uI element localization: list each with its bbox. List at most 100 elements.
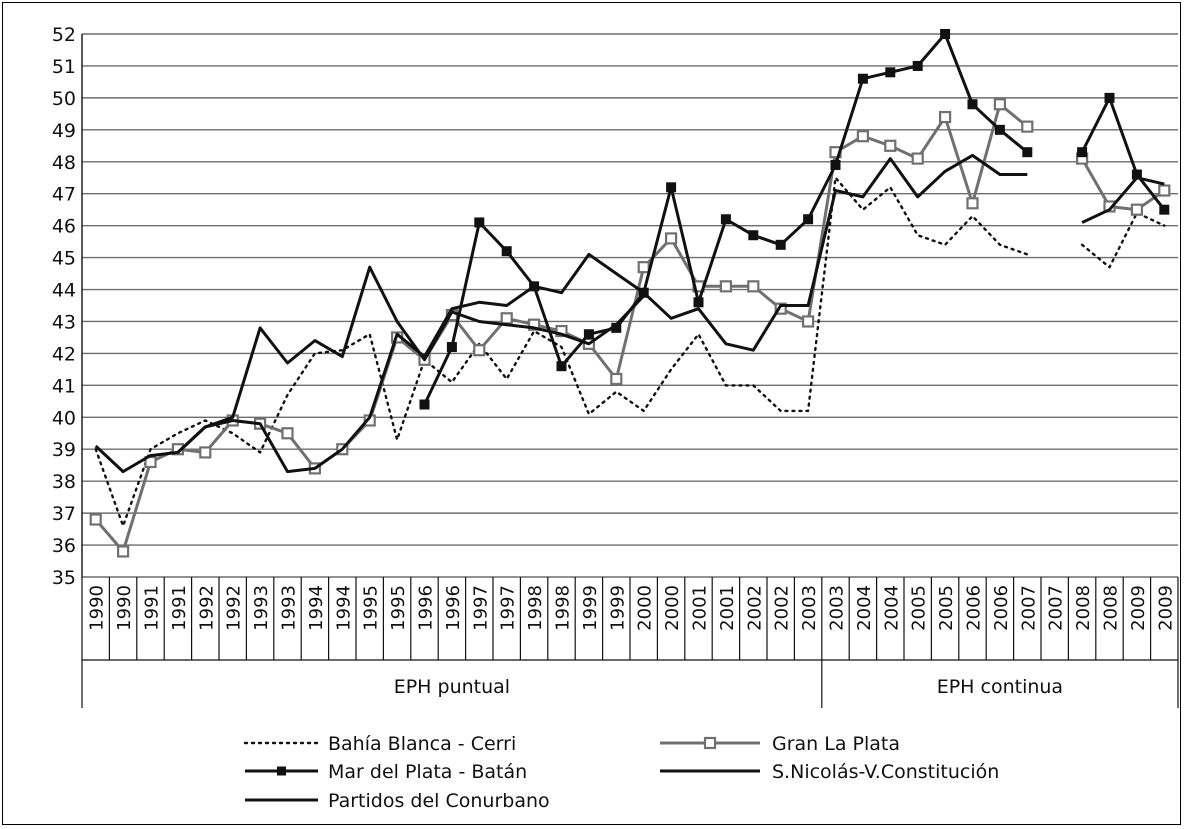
data-point-mar-del-plata-batan (446, 342, 457, 353)
legend-item-san-nicolas: S.Nicolás-V.Constitución (660, 761, 999, 783)
series-line-partidos-del-conurbano (176, 265, 645, 454)
data-point-gran-la-plata (610, 372, 623, 386)
x-tick-label: 1993 (279, 585, 300, 631)
grid-lines (82, 33, 1178, 578)
series-s-nicolas-v-constitucion (94, 153, 1165, 474)
y-axis: 35 36 37 38 39 40 41 42 43 44 45 46 47 48 49 50 51 52 (52, 24, 83, 589)
series-mar-del-plata-batan (419, 29, 1170, 410)
x-tick-label: 2002 (744, 585, 765, 631)
y-tick-label: 36 (52, 535, 76, 557)
x-tick-label: 2004 (881, 585, 902, 631)
data-point-gran-la-plata (281, 427, 294, 440)
data-point-mar-del-plata-batan (940, 29, 951, 39)
series-gran-la-plata (89, 98, 1171, 558)
y-tick-label: 40 (52, 407, 76, 429)
data-point-mar-del-plata-batan (912, 60, 923, 71)
data-point-gran-la-plata (911, 152, 924, 165)
x-tick-label: 1997 (498, 585, 519, 631)
legend-label-san-nicolas: S.Nicolás-V.Constitución (772, 761, 999, 783)
x-tick-label: 1999 (580, 585, 601, 631)
data-point-gran-la-plata (500, 312, 513, 325)
series-layer (89, 29, 1171, 558)
legend-label-conurbano: Partidos del Conurbano (328, 790, 550, 812)
data-point-mar-del-plata-batan (1159, 204, 1170, 215)
data-point-mar-del-plata-batan (885, 67, 896, 78)
series-line-bahia-blanca-cerri (94, 176, 1029, 528)
x-tick-label: 2003 (799, 585, 820, 631)
data-point-mar-del-plata-batan (501, 246, 512, 257)
data-point-mar-del-plata-batan (748, 230, 759, 241)
y-tick-label: 37 (52, 503, 76, 525)
data-point-mar-del-plata-batan (803, 214, 814, 225)
data-point-mar-del-plata-batan (556, 361, 567, 372)
y-tick-label: 35 (52, 567, 76, 589)
y-tick-label: 39 (52, 439, 76, 461)
data-point-mar-del-plata-batan (583, 329, 594, 340)
data-point-gran-la-plata (89, 513, 102, 526)
data-point-mar-del-plata-batan (830, 159, 841, 170)
data-point-mar-del-plata-batan (857, 73, 868, 84)
legend: Bahía Blanca - Cerri Gran La Plata Mar d… (243, 733, 999, 812)
x-tick-label: 2004 (854, 585, 875, 631)
data-point-gran-la-plata (199, 446, 212, 459)
x-tick-label: 1991 (169, 585, 190, 631)
data-point-mar-del-plata-batan (693, 297, 704, 308)
data-point-gran-la-plata (884, 139, 897, 152)
y-tick-label: 49 (52, 120, 76, 142)
data-point-gran-la-plata (966, 197, 979, 210)
series-line-bahia-blanca-cerri (1080, 211, 1166, 269)
y-tick-label: 47 (52, 184, 76, 206)
x-axis-groups: EPH puntual EPH continua (394, 676, 1063, 698)
x-tick-label: 2001 (717, 585, 738, 631)
x-tick-label: 1998 (553, 585, 574, 631)
y-tick-label: 41 (52, 375, 76, 397)
data-point-gran-la-plata (116, 545, 130, 558)
x-tick-label: 1993 (251, 585, 272, 631)
data-point-gran-la-plata (1021, 120, 1034, 133)
x-tick-label: 1992 (196, 585, 217, 631)
x-tick-label: 1996 (416, 585, 437, 631)
data-point-gran-la-plata (993, 98, 1007, 111)
x-tick-label: 2003 (827, 585, 848, 631)
x-tick-label: 1997 (470, 585, 491, 631)
series-bahia-blanca-cerri (94, 176, 1166, 528)
y-tick-label: 50 (52, 88, 76, 110)
x-tick-label: 1990 (87, 585, 108, 631)
data-point-gran-la-plata (1130, 203, 1144, 216)
series-partidos-del-conurbano (176, 265, 645, 454)
y-tick-label: 52 (52, 24, 76, 46)
x-tick-label: 2009 (1155, 585, 1176, 631)
data-point-mar-del-plata-batan (994, 124, 1005, 135)
y-tick-label: 48 (52, 152, 76, 174)
y-tick-label: 42 (52, 343, 76, 365)
data-point-gran-la-plata (856, 130, 870, 143)
data-point-mar-del-plata-batan (474, 217, 485, 228)
legend-label-gran-la-plata: Gran La Plata (772, 733, 900, 755)
legend-item-bahia-blanca: Bahía Blanca - Cerri (243, 733, 516, 755)
x-tick-label: 1992 (224, 585, 245, 631)
y-tick-label: 44 (52, 280, 76, 302)
x-tick-label: 2006 (964, 585, 985, 631)
series-line-s-nicolas-v-constitucion (94, 153, 1028, 474)
x-tick-label: 2007 (1018, 585, 1039, 631)
x-tick-label: 1995 (361, 585, 382, 631)
y-tick-label: 43 (52, 311, 76, 333)
x-tick-label: 2008 (1073, 585, 1094, 631)
x-tick-label: 2000 (662, 585, 683, 631)
data-point-gran-la-plata (664, 232, 678, 245)
data-point-gran-la-plata (637, 261, 650, 274)
y-tick-label: 51 (52, 56, 76, 78)
legend-item-gran-la-plata: Gran La Plata (660, 733, 900, 755)
legend-marker-gran-la-plata (703, 736, 717, 750)
x-tick-label: 2002 (772, 585, 793, 631)
legend-item-mar-del-plata: Mar del Plata - Batán (245, 761, 527, 783)
y-tick-label: 38 (52, 471, 76, 493)
legend-label-mar-del-plata: Mar del Plata - Batán (328, 761, 527, 783)
data-point-gran-la-plata (555, 324, 568, 338)
y-tick-label: 46 (52, 216, 76, 238)
data-point-gran-la-plata (527, 318, 541, 331)
x-tick-label: 1994 (333, 585, 354, 631)
data-point-gran-la-plata (938, 110, 952, 124)
series-line-s-nicolas-v-constitucion (1081, 176, 1165, 224)
